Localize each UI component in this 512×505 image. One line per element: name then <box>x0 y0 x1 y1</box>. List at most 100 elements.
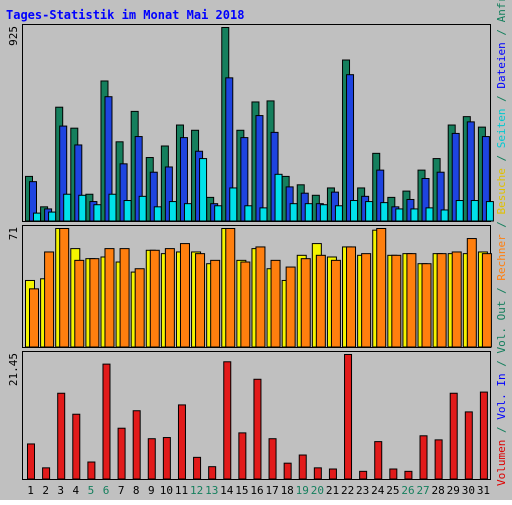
bar-rechner-day-7 <box>119 248 130 348</box>
bar-rechner-day-3 <box>59 228 70 348</box>
legend-entry-5: / <box>495 281 508 301</box>
day-label-8: 8 <box>133 484 140 497</box>
bar-rechner-day-23 <box>361 253 372 348</box>
bar-rechner-day-22 <box>346 246 357 348</box>
bar-rechner-day-4 <box>74 259 85 348</box>
day-label-29: 29 <box>447 484 460 497</box>
day-label-24: 24 <box>371 484 385 497</box>
legend-entry-13: / <box>495 22 508 42</box>
bar-volumen-day-9 <box>147 438 156 480</box>
bar-rechner-day-26 <box>406 253 417 348</box>
panel-max-label: 21.45 <box>7 353 20 386</box>
day-label-4: 4 <box>73 484 80 497</box>
bar-seiten-day-2 <box>48 211 57 222</box>
legend-entry-11: / <box>495 89 508 109</box>
day-label-9: 9 <box>148 484 155 497</box>
bar-seiten-day-23 <box>365 201 374 222</box>
day-label-23: 23 <box>356 484 369 497</box>
day-label-22: 22 <box>341 484 354 497</box>
bar-dateien-day-22 <box>346 74 355 222</box>
day-label-13: 13 <box>205 484 218 497</box>
bar-seiten-day-22 <box>350 200 359 222</box>
bar-volumen-day-31 <box>479 391 488 480</box>
bar-rechner-day-16 <box>255 246 266 348</box>
bar-rechner-day-24 <box>376 228 387 348</box>
bar-seiten-day-15 <box>244 205 253 222</box>
bar-seiten-day-19 <box>304 203 313 222</box>
bar-seiten-day-14 <box>229 187 238 222</box>
legend-entry-14: Anfragen <box>495 0 508 22</box>
bar-seiten-day-4 <box>78 194 87 222</box>
legend-entry-1: / <box>495 420 508 440</box>
bar-rechner-day-9 <box>149 249 160 348</box>
bar-volumen-day-22 <box>344 354 353 480</box>
bar-rechner-day-31 <box>481 253 492 348</box>
bar-volumen-day-2 <box>42 467 51 480</box>
day-label-7: 7 <box>118 484 125 497</box>
bar-rechner-day-21 <box>330 259 341 348</box>
day-label-2: 2 <box>42 484 49 497</box>
day-label-31: 31 <box>477 484 490 497</box>
bar-rechner-day-10 <box>164 248 175 348</box>
bar-rechner-day-14 <box>225 228 236 348</box>
day-label-10: 10 <box>160 484 173 497</box>
bar-rechner-day-5 <box>89 258 100 348</box>
bar-seiten-day-16 <box>259 207 268 222</box>
bar-volumen-day-13 <box>208 466 217 480</box>
bar-rechner-day-15 <box>240 261 251 348</box>
bar-rechner-day-30 <box>466 238 477 348</box>
panel-max-label: 925 <box>7 26 20 46</box>
bar-volumen-day-21 <box>328 468 337 480</box>
legend-entry-9: / <box>495 148 508 168</box>
bar-volumen-day-15 <box>238 432 247 480</box>
day-label-12: 12 <box>190 484 203 497</box>
bar-seiten-day-26 <box>410 208 419 222</box>
bar-volumen-day-4 <box>72 413 81 480</box>
bar-volumen-day-6 <box>102 363 111 480</box>
bar-seiten-day-1 <box>33 212 41 222</box>
bar-seiten-day-18 <box>289 203 298 222</box>
bar-seiten-day-6 <box>108 193 117 222</box>
bar-seiten-day-17 <box>274 173 283 222</box>
bar-seiten-day-10 <box>168 201 177 222</box>
day-label-3: 3 <box>57 484 64 497</box>
chart-title: Tages-Statistik im Monat Mai 2018 <box>6 8 244 22</box>
legend-entry-12: Dateien <box>495 42 508 88</box>
bar-volumen-day-16 <box>253 378 262 480</box>
bar-seiten-day-29 <box>455 200 464 222</box>
bar-rechner-day-13 <box>210 259 221 348</box>
bar-seiten-day-21 <box>334 205 343 222</box>
day-label-30: 30 <box>462 484 475 497</box>
day-label-26: 26 <box>401 484 414 497</box>
bar-seiten-day-7 <box>123 200 132 222</box>
day-label-27: 27 <box>416 484 429 497</box>
legend-entry-7: / <box>495 214 508 234</box>
bar-rechner-day-8 <box>134 268 145 348</box>
bar-volumen-day-19 <box>298 454 307 480</box>
bar-volumen-day-8 <box>132 410 141 480</box>
bar-seiten-day-27 <box>425 207 434 222</box>
legend-entry-10: Seiten <box>495 108 508 148</box>
day-label-14: 14 <box>220 484 234 497</box>
bar-seiten-day-12 <box>199 158 208 222</box>
bar-rechner-day-25 <box>391 254 402 348</box>
bar-rechner-day-19 <box>300 258 311 348</box>
day-label-1: 1 <box>27 484 34 497</box>
day-label-5: 5 <box>88 484 95 497</box>
legend-entry-8: Besuche <box>495 168 508 214</box>
bar-seiten-day-30 <box>470 200 479 222</box>
bar-seiten-day-24 <box>380 202 389 222</box>
bar-rechner-day-1 <box>29 288 39 348</box>
bar-volumen-day-10 <box>162 437 171 480</box>
bar-rechner-day-18 <box>285 266 296 348</box>
bar-seiten-day-28 <box>440 209 449 222</box>
bar-rechner-day-11 <box>179 243 190 348</box>
bar-volumen-day-24 <box>374 441 383 480</box>
legend-entry-3: / <box>495 354 508 374</box>
bar-rechner-day-17 <box>270 259 281 348</box>
bar-rechner-day-28 <box>436 253 447 348</box>
day-label-11: 11 <box>175 484 188 497</box>
bar-volumen-day-12 <box>193 456 202 480</box>
legend-entry-4: Vol. Out <box>495 301 508 354</box>
